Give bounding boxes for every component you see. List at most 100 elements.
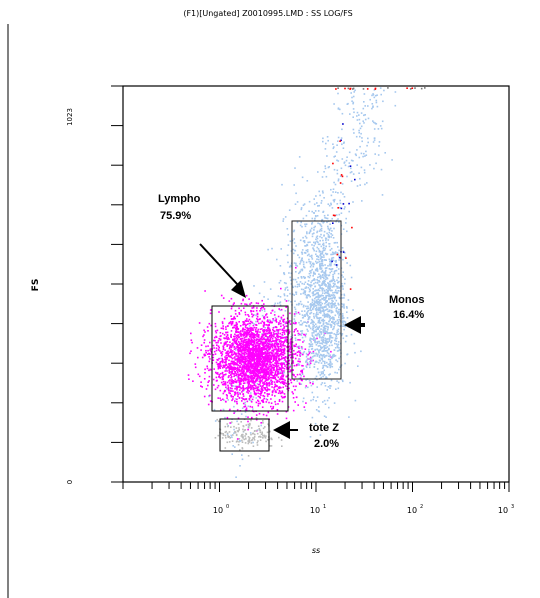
point-lympho <box>278 339 281 341</box>
point-monos <box>328 236 330 239</box>
point-lympho <box>280 377 283 379</box>
point-lympho <box>256 376 259 378</box>
colored-outlier-point <box>340 174 343 176</box>
scatter-point <box>294 300 296 302</box>
scatter-point <box>284 287 287 289</box>
point-lympho <box>218 346 220 349</box>
point-monos <box>332 327 335 330</box>
scatter-point <box>337 136 340 139</box>
point-monos <box>308 350 310 353</box>
scatter-point <box>234 411 236 414</box>
point-monos <box>323 281 325 283</box>
scatter-point <box>346 156 348 158</box>
point-lympho <box>280 341 283 343</box>
scatter-point <box>359 122 361 125</box>
point-monos <box>322 323 325 326</box>
point-lympho <box>281 357 284 360</box>
point-lympho <box>237 351 240 353</box>
scatter-point <box>297 254 299 256</box>
colored-outlier-point <box>340 139 342 142</box>
point-lympho <box>249 349 252 352</box>
point-lympho <box>279 392 282 395</box>
point-monos <box>320 371 323 373</box>
point-lympho <box>264 353 266 355</box>
scatter-point <box>285 282 287 285</box>
scatter-point <box>341 143 343 146</box>
point-lympho <box>281 382 284 384</box>
point-lympho <box>253 369 255 371</box>
scatter-point <box>288 266 291 268</box>
point-monos <box>328 310 331 313</box>
point-lympho <box>285 417 288 420</box>
point-monos <box>320 271 323 273</box>
point-monos <box>325 322 328 324</box>
point-lympho <box>253 345 256 348</box>
scatter-point <box>295 264 297 266</box>
point-lympho <box>267 319 269 321</box>
point-lympho <box>284 381 286 384</box>
point-lympho <box>230 324 233 326</box>
point-monos <box>310 384 313 387</box>
point-lympho <box>277 336 279 339</box>
point-monos <box>316 246 319 249</box>
scatter-point <box>244 403 247 406</box>
point-lympho <box>270 334 273 336</box>
scatter-point <box>360 132 362 135</box>
point-lympho <box>243 337 246 339</box>
point-lympho <box>237 367 239 369</box>
point-monos <box>311 338 314 340</box>
scatter-point <box>313 198 315 200</box>
point-monos <box>338 347 340 349</box>
point-lympho <box>250 326 252 329</box>
point-monos <box>318 301 321 303</box>
point-lympho <box>213 347 215 349</box>
point-lympho <box>309 351 311 353</box>
point-lympho <box>295 364 298 367</box>
point-monos <box>320 373 323 375</box>
point-tote-z <box>261 431 263 434</box>
point-lympho <box>282 357 285 359</box>
point-lympho <box>274 353 276 355</box>
scatter-point <box>333 103 335 105</box>
point-lympho <box>276 352 278 354</box>
point-monos <box>309 229 312 231</box>
point-lympho <box>275 318 278 320</box>
point-monos <box>321 260 324 262</box>
point-lympho <box>237 344 239 347</box>
point-lympho <box>260 352 262 355</box>
point-monos <box>324 292 326 295</box>
point-lympho <box>235 358 237 361</box>
scatter-point <box>300 208 303 211</box>
point-lympho <box>281 334 283 336</box>
point-lympho <box>287 346 290 348</box>
point-lympho <box>298 347 300 349</box>
point-lympho <box>279 348 282 350</box>
point-tote-z <box>262 427 265 430</box>
scatter-point <box>287 244 290 246</box>
point-lympho <box>235 326 237 329</box>
point-lympho <box>274 355 276 358</box>
top-edge-point <box>420 87 423 90</box>
point-monos <box>301 332 303 335</box>
point-lympho <box>266 354 269 357</box>
scatter-point <box>280 318 283 321</box>
scatter-point <box>261 314 264 317</box>
point-monos <box>343 297 345 299</box>
point-lympho <box>292 392 294 395</box>
point-lympho <box>297 332 300 335</box>
point-lympho <box>261 353 264 355</box>
point-monos <box>334 280 336 283</box>
point-lympho <box>278 341 281 343</box>
point-lympho <box>282 319 284 321</box>
point-tote-z <box>221 437 224 439</box>
point-lympho <box>261 335 263 338</box>
point-lympho <box>270 402 273 404</box>
point-monos <box>327 310 329 313</box>
point-lympho <box>285 366 288 368</box>
point-monos <box>296 346 299 349</box>
point-lympho <box>288 387 290 390</box>
scatter-point <box>255 397 257 399</box>
point-tote-z <box>221 432 223 435</box>
point-lympho <box>297 339 299 341</box>
point-lympho <box>245 365 247 368</box>
